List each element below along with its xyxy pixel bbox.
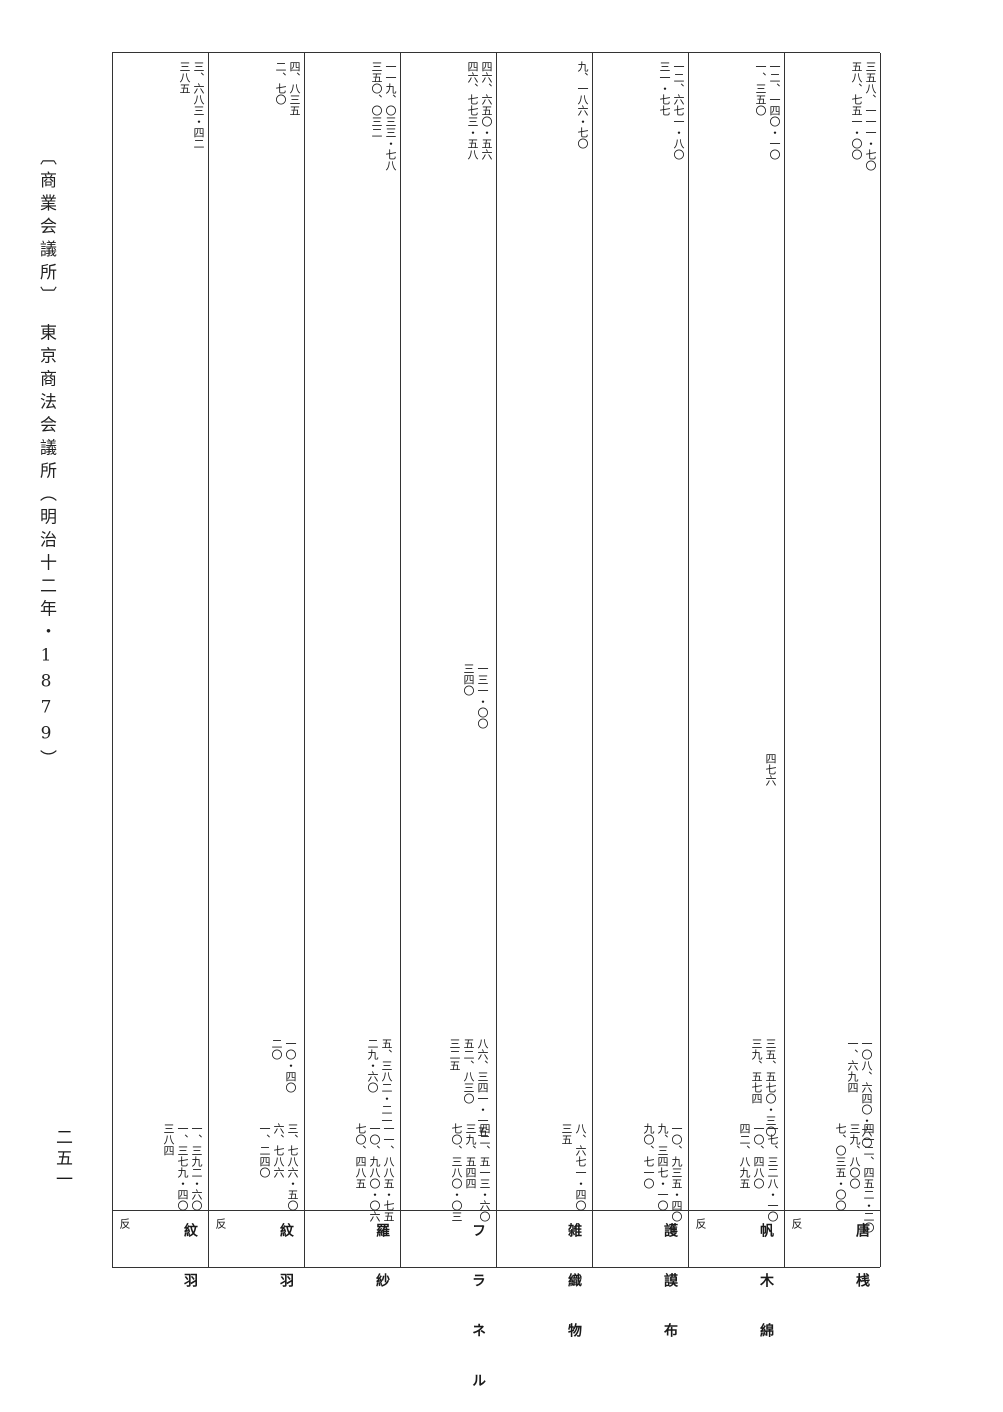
column-unit: 反: [694, 1218, 707, 1229]
bottom-value: 一〇、九三五・四〇: [670, 1123, 683, 1222]
low-value: 二九・六〇: [366, 1038, 379, 1093]
column-label: 紋 羽: [278, 1223, 294, 1297]
top-value: 四六、七七三・五八: [466, 61, 479, 160]
top-value: 三五〇、〇三二: [370, 61, 383, 138]
mid-value: 一三一・〇〇: [476, 663, 489, 729]
bottom-value: 一〇、四八〇: [752, 1123, 765, 1189]
top-value: 一二、一四〇・一〇: [768, 61, 781, 160]
top-value: 四六、六五〇・五六: [480, 61, 493, 160]
column-label: 紋 羽: [182, 1223, 198, 1297]
column-rule: [592, 53, 593, 1267]
top-value: 三五八、一一一・七〇: [864, 61, 877, 171]
column-label: 雑 織 物: [566, 1223, 582, 1347]
low-value: 二〇: [270, 1038, 283, 1060]
bottom-value: 八、六七一・四〇: [574, 1123, 587, 1211]
top-value: 三、六八三・四二: [192, 61, 205, 149]
bottom-value: 三八四: [162, 1123, 175, 1156]
column-rule: [496, 53, 497, 1267]
bottom-value: 四一二、四五二・二〇: [862, 1123, 875, 1233]
low-value: 三五、五七〇・三〇: [764, 1038, 777, 1137]
column-rule: [304, 53, 305, 1267]
column-rule: [112, 53, 113, 1267]
low-value: 五二、八三〇: [462, 1038, 475, 1104]
bottom-value: 九、三四七・一〇: [656, 1123, 669, 1211]
bottom-value: 一、三九二・六〇: [190, 1123, 203, 1211]
low-value: 三九、五七四: [750, 1038, 763, 1104]
top-value: 四、八三五: [288, 61, 301, 116]
top-value: 五八、七五一・〇〇: [850, 61, 863, 160]
bottom-value: 一、三七九・四〇: [176, 1123, 189, 1211]
mid-value: 三四〇: [462, 663, 475, 696]
top-value: 二、七〇: [274, 61, 287, 105]
bottom-value: 三五: [560, 1123, 573, 1145]
running-header: 〔商業会議所〕 東京商法会議所（明治十二年・1879）: [36, 148, 56, 773]
low-value: 一〇・四〇: [284, 1038, 297, 1093]
bottom-value: 一一、八八五・七五: [382, 1123, 395, 1222]
column-rule: [880, 53, 881, 1267]
bottom-value: 三、七八六・五〇: [286, 1123, 299, 1211]
low-value: 一〇八、六四〇・六〇: [860, 1038, 873, 1148]
bottom-value: 九〇、七一〇: [642, 1123, 655, 1189]
mid-value: 四七六: [764, 753, 777, 786]
column-label: フ ラ ネ ル: [470, 1223, 486, 1397]
top-value: 一、三五〇: [754, 61, 767, 116]
low-value: 五、三八二・二一: [380, 1038, 393, 1126]
bottom-value: 四二、五一三・六〇: [478, 1123, 491, 1222]
low-value: 一、六九四: [846, 1038, 859, 1093]
column-rule: [208, 53, 209, 1267]
column-unit: 反: [118, 1218, 131, 1229]
top-value: 九、一八六・七〇: [576, 61, 589, 149]
column-label: 護 謨 布: [662, 1223, 678, 1347]
bottom-value: 三九、五四四: [464, 1123, 477, 1189]
column-label: 唐 桟: [854, 1223, 870, 1297]
statistics-table: 唐 桟 反 三五八、一一一・七〇 五八、七五一・〇〇一〇八、六四〇・六〇 一、六九四四一…: [112, 52, 881, 1397]
bottom-value: 四二、八九五: [738, 1123, 751, 1189]
column-unit: 反: [214, 1218, 227, 1229]
bottom-value: 七、〇三五・〇〇: [834, 1123, 847, 1211]
top-value: 三八五: [178, 61, 191, 94]
top-value: 三一・七七: [658, 61, 671, 116]
top-value: 一二、六七一・八〇: [672, 61, 685, 160]
column-rule: [688, 53, 689, 1267]
top-value: 一一九、〇三三・七八: [384, 61, 397, 171]
bottom-value: 六、七八六: [272, 1123, 285, 1178]
low-value: 八六、三四一・一五: [476, 1038, 489, 1137]
bottom-value: 七〇、三八〇・〇三: [450, 1123, 463, 1222]
bottom-value: 七〇、四八五: [354, 1123, 367, 1189]
low-value: 三二五: [448, 1038, 461, 1071]
column-unit: 反: [790, 1218, 803, 1229]
bottom-value: 一七、三二八・一〇: [766, 1123, 779, 1222]
bottom-value: 一、二四〇: [258, 1123, 271, 1178]
column-rule: [400, 53, 401, 1267]
bottom-value: 三九、八〇〇: [848, 1123, 861, 1189]
page-number: 二五一: [52, 1128, 72, 1191]
column-label: 羅 紗: [374, 1223, 390, 1297]
column-rule: [784, 53, 785, 1267]
bottom-value: 一〇、九八〇・〇六: [368, 1123, 381, 1222]
column-label: 帆 木 綿: [758, 1223, 774, 1347]
